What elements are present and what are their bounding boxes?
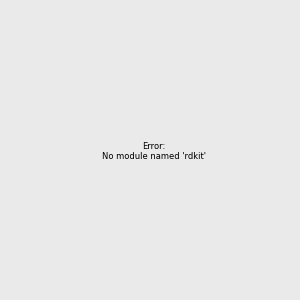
Text: Error:
No module named 'rdkit': Error: No module named 'rdkit' — [102, 142, 206, 161]
